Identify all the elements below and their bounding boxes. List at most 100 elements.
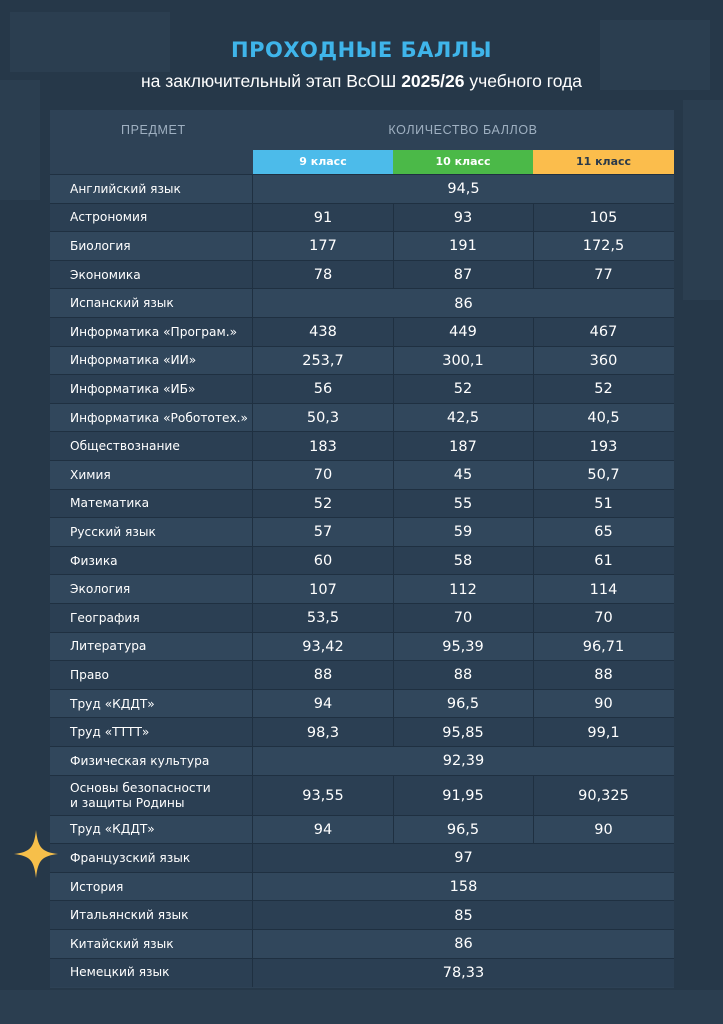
score-grade-10: 42,5	[446, 410, 480, 427]
column-divider	[252, 930, 253, 959]
subject-name: Немецкий язык	[70, 965, 170, 980]
score-grade-10: 95,39	[442, 638, 484, 655]
column-divider	[393, 403, 394, 433]
grade-11-header: 11 класс	[533, 150, 674, 174]
subject-name: География	[70, 610, 140, 625]
column-divider	[393, 260, 394, 290]
subject-name: Химия	[70, 467, 111, 482]
table-row: Информатика «Програм.» 438 449 467	[50, 317, 674, 347]
score-grade-10: 187	[449, 438, 477, 455]
table-row: Физика 60 58 61	[50, 545, 674, 576]
column-divider	[252, 289, 253, 318]
column-divider	[252, 318, 253, 347]
page-header: ПРОХОДНЫЕ БАЛЛЫ на заключительный этап В…	[0, 36, 723, 92]
column-divider	[533, 632, 534, 662]
score-grade-11: 114	[589, 581, 618, 598]
grade-9-header: 9 класс	[253, 150, 393, 174]
column-divider	[393, 432, 394, 461]
table-row: Астрономия 91 93 105	[50, 202, 674, 233]
column-divider	[252, 815, 253, 845]
subject-name: Труд «КДДТ»	[70, 822, 155, 837]
column-divider	[393, 489, 394, 519]
subject-name: Астрономия	[70, 210, 148, 225]
column-divider	[252, 403, 253, 433]
score-all-grades: 86	[454, 295, 473, 312]
column-divider	[252, 375, 253, 404]
table-row: Информатика «ИИ» 253,7 300,1 360	[50, 345, 674, 376]
score-all-grades: 86	[454, 936, 473, 953]
column-divider	[533, 575, 534, 604]
background-block	[600, 20, 710, 90]
score-grade-10: 88	[453, 667, 473, 684]
table-row: Испанский язык 86	[50, 288, 674, 318]
column-divider	[393, 661, 394, 690]
subject-column-header: ПРЕДМЕТ	[121, 123, 186, 137]
score-grade-11: 50,7	[587, 467, 620, 484]
subject-name: Информатика «ИИ»	[70, 353, 197, 368]
column-divider	[533, 518, 534, 547]
column-divider	[533, 718, 534, 747]
score-grade-9: 183	[309, 438, 337, 455]
column-divider	[533, 489, 534, 519]
background-block	[0, 990, 723, 1024]
column-divider	[393, 815, 394, 845]
score-grade-9: 93,55	[302, 787, 344, 804]
subject-name: Информатика «ИБ»	[70, 381, 196, 396]
column-divider	[252, 844, 253, 873]
score-all-grades: 78,33	[442, 964, 485, 981]
score-grade-11: 51	[594, 495, 613, 512]
table-row: Право 88 88 88	[50, 660, 674, 690]
column-divider	[252, 546, 253, 576]
column-divider	[252, 260, 253, 290]
background-block	[10, 12, 170, 72]
score-grade-11: 90	[594, 821, 613, 838]
subject-name: Труд «КДДТ»	[70, 696, 155, 711]
score-grade-10: 449	[449, 324, 477, 341]
score-grade-11: 65	[594, 524, 613, 541]
table-row: Литература 93,42 95,39 96,71	[50, 631, 674, 662]
subject-name: Информатика «Робототех.»	[70, 410, 249, 425]
score-grade-11: 467	[589, 324, 618, 341]
score-grade-9: 177	[309, 238, 337, 255]
column-divider	[533, 546, 534, 576]
column-divider	[533, 461, 534, 490]
score-grade-9: 52	[313, 495, 333, 512]
subject-name: Русский язык	[70, 524, 156, 539]
score-grade-10: 96,5	[446, 696, 480, 713]
column-divider	[393, 604, 394, 633]
column-divider	[252, 203, 253, 233]
score-grade-11: 77	[594, 267, 613, 284]
column-divider	[533, 604, 534, 633]
score-grade-9: 56	[313, 381, 333, 398]
score-grade-11: 96,71	[582, 638, 625, 655]
column-divider	[393, 689, 394, 719]
subject-name: Физика	[70, 553, 118, 568]
column-divider	[252, 432, 253, 461]
score-grade-10: 70	[453, 610, 473, 627]
subject-name: Биология	[70, 238, 131, 253]
column-divider	[252, 575, 253, 604]
column-divider	[252, 872, 253, 902]
score-grade-10: 45	[453, 467, 473, 484]
subtitle-text-end: учебного года	[464, 71, 583, 91]
subject-name: Итальянский язык	[70, 908, 189, 923]
score-grade-9: 438	[309, 324, 337, 341]
score-grade-9: 94	[313, 821, 333, 838]
column-divider	[252, 718, 253, 747]
background-block	[683, 100, 723, 300]
score-grade-10: 300,1	[442, 352, 484, 369]
score-grade-11: 40,5	[587, 410, 620, 427]
column-divider	[252, 632, 253, 662]
background-block	[0, 80, 40, 200]
column-divider	[393, 575, 394, 604]
score-grade-9: 88	[313, 667, 333, 684]
column-divider	[533, 203, 534, 233]
score-grade-11: 88	[594, 667, 613, 684]
column-divider	[252, 518, 253, 547]
column-divider	[252, 489, 253, 519]
subject-name: Труд «ТТТТ»	[70, 725, 150, 740]
subject-name: Испанский язык	[70, 296, 174, 311]
column-divider	[252, 661, 253, 690]
table-row: История 158	[50, 871, 674, 902]
table-row: Китайский язык 86	[50, 929, 674, 959]
